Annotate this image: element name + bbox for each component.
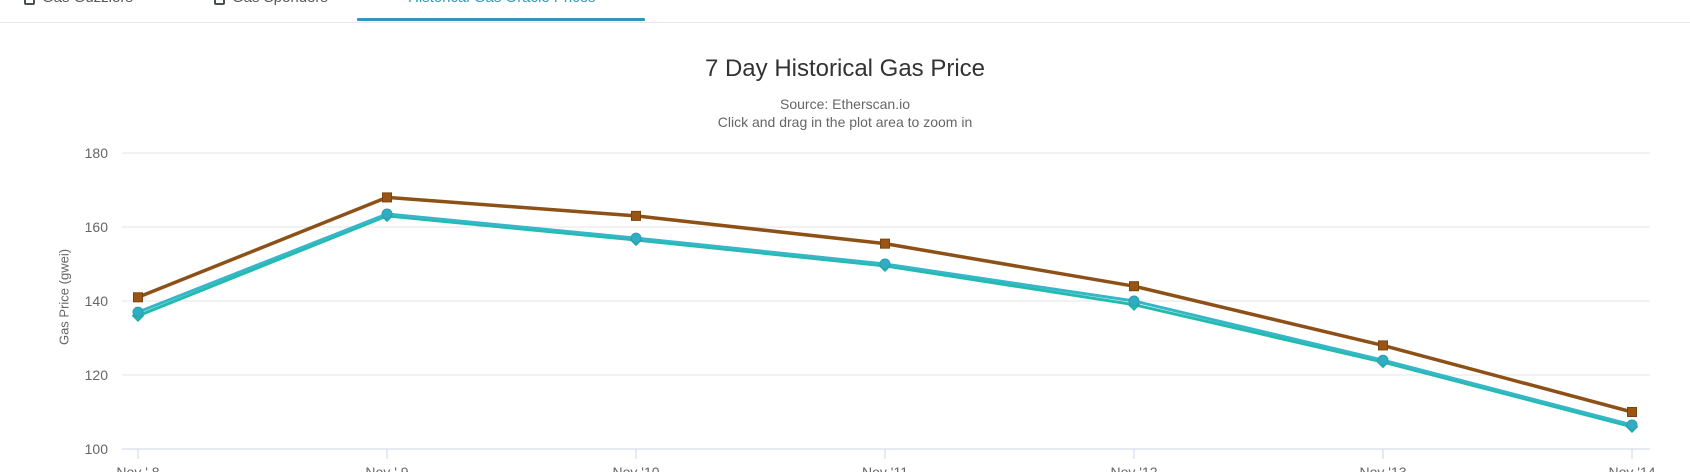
series-high-marker[interactable] xyxy=(133,292,143,303)
tab-historical-label: Historical Gas Oracle Prices xyxy=(408,0,596,5)
x-axis-label: Nov '10 xyxy=(612,464,659,472)
chart-subtitle-source: Source: Etherscan.io xyxy=(780,96,910,112)
x-axis-label: Nov '14 xyxy=(1608,464,1655,472)
tab-gas-guzzlers-label: Gas Guzzlers xyxy=(42,0,133,5)
series-average-marker[interactable] xyxy=(1377,354,1389,366)
gas-guzzlers-icon xyxy=(24,0,35,5)
tab-gas-spenders-label: Gas Spenders xyxy=(232,0,328,5)
x-axis-label: Nov ' 8 xyxy=(116,464,159,472)
series-high-marker[interactable] xyxy=(1627,407,1637,417)
series-high-marker[interactable] xyxy=(382,192,392,203)
series-average-marker[interactable] xyxy=(1128,295,1140,307)
y-axis-tick-label: 120 xyxy=(85,367,109,383)
tab-historical-gas-oracle-prices[interactable]: Historical Gas Oracle Prices xyxy=(408,0,648,22)
series-average-marker[interactable] xyxy=(630,232,642,244)
series-average-marker[interactable] xyxy=(879,258,891,270)
series-high-marker[interactable] xyxy=(1378,340,1388,351)
tab-gas-spenders[interactable]: Gas Spenders xyxy=(214,0,359,22)
series-high-marker[interactable] xyxy=(880,238,890,249)
y-axis-tick-label: 180 xyxy=(85,145,109,161)
y-axis-tick-label: 160 xyxy=(85,219,109,235)
chart-subtitle-hint: Click and drag in the plot area to zoom … xyxy=(717,114,973,130)
series-high-line xyxy=(136,195,1634,414)
x-axis-label: Nov '12 xyxy=(1110,464,1157,472)
series-average-marker[interactable] xyxy=(132,306,144,318)
active-tab-underline xyxy=(357,18,645,21)
gas-spenders-icon xyxy=(214,0,225,5)
y-axis-tick-label: 100 xyxy=(85,441,109,457)
tab-bar: Gas Guzzlers Gas Spenders Historical Gas… xyxy=(0,0,1690,23)
tab-gas-guzzlers[interactable]: Gas Guzzlers xyxy=(24,0,154,22)
series-high-marker[interactable] xyxy=(1129,281,1139,292)
x-axis-label: Nov ' 9 xyxy=(365,464,408,472)
series-high-marker[interactable] xyxy=(631,210,641,221)
x-axis-label: Nov '11 xyxy=(862,464,908,472)
y-axis-tick-label: 140 xyxy=(85,293,109,309)
chart-title: 7 Day Historical Gas Price xyxy=(704,55,986,82)
x-axis-label: Nov '13 xyxy=(1359,464,1406,472)
series-average-marker[interactable] xyxy=(381,208,393,220)
series-average-marker[interactable] xyxy=(1626,419,1638,431)
